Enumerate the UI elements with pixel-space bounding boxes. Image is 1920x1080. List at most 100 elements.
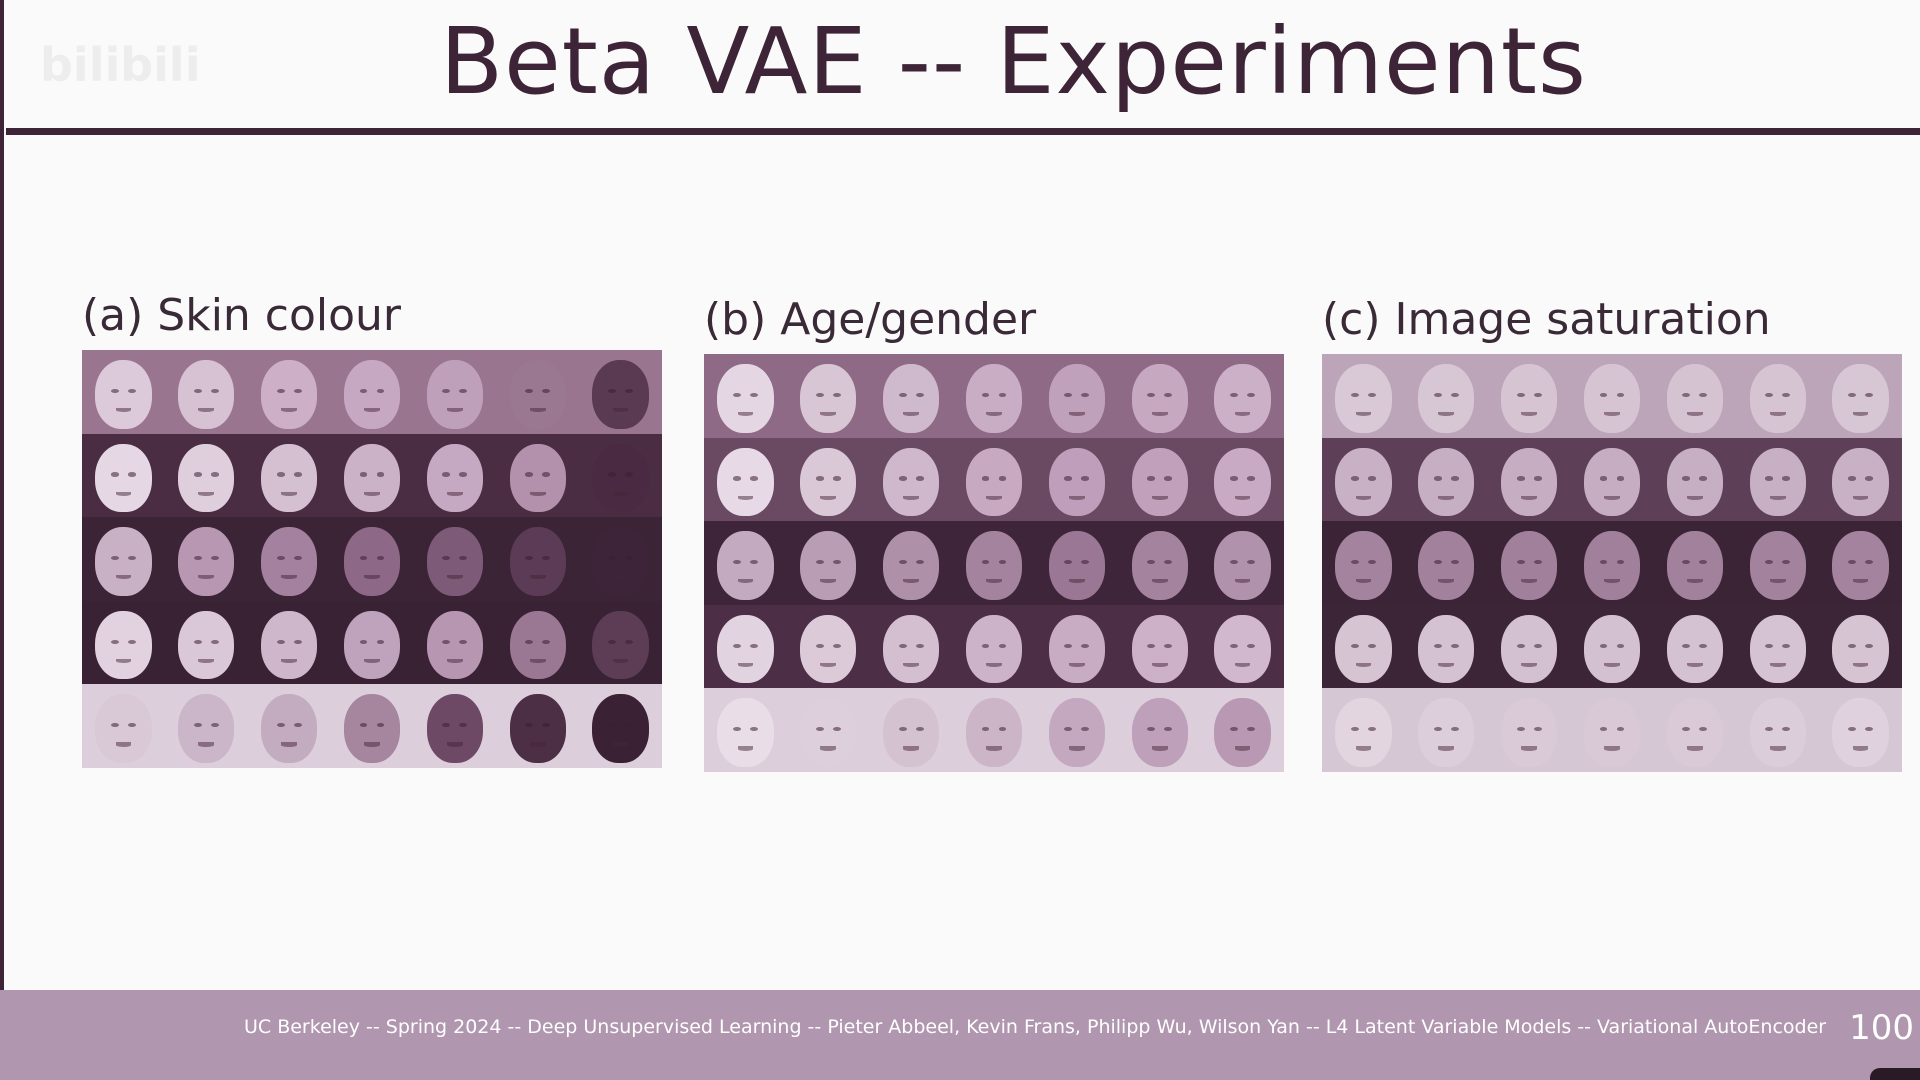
face-eye	[459, 388, 468, 393]
face-shape	[1500, 364, 1558, 433]
face-eye	[981, 392, 990, 397]
face-shape	[592, 360, 649, 429]
face-eye	[111, 639, 119, 644]
face-thumbnail	[413, 600, 497, 685]
face-shape	[509, 610, 566, 680]
face-eye	[210, 639, 219, 644]
face-mouth	[1521, 579, 1538, 584]
face-eye	[1533, 643, 1542, 648]
face-eye	[525, 556, 534, 561]
face-eye	[359, 388, 368, 393]
face-eye	[1848, 643, 1857, 648]
face-shape	[178, 527, 235, 596]
face-eye	[1865, 476, 1873, 481]
face-mouth	[1438, 495, 1455, 500]
face-mouth	[1769, 662, 1786, 667]
face-thumbnail	[1322, 437, 1405, 522]
page-number: 100	[1849, 1008, 1914, 1048]
face-eye	[459, 639, 468, 644]
panel-label-image-saturation: (c) Image saturation	[1322, 294, 1771, 345]
face-mouth	[737, 412, 754, 417]
face-mouth	[281, 575, 298, 580]
face-eye	[1616, 392, 1625, 397]
face-thumbnail	[1570, 354, 1654, 438]
face-mouth	[198, 742, 215, 747]
face-mouth	[115, 491, 132, 496]
face-shape	[1131, 614, 1188, 684]
face-mouth	[1521, 495, 1538, 500]
face-mouth	[737, 579, 754, 584]
face-mouth	[1604, 495, 1620, 500]
face-shape	[1214, 698, 1271, 767]
face-mouth	[612, 658, 629, 663]
face-thumbnail	[413, 684, 497, 768]
face-thumbnail	[164, 350, 248, 434]
face-eye	[1164, 476, 1173, 481]
face-thumbnail	[164, 600, 248, 685]
face-eye	[1699, 560, 1708, 565]
face-eye	[608, 472, 617, 477]
face-mouth	[820, 495, 837, 500]
face-eye	[1699, 476, 1708, 481]
face-thumbnail	[496, 350, 580, 434]
face-thumbnail	[82, 433, 165, 518]
face-mouth	[903, 495, 920, 500]
face-eye	[542, 639, 551, 644]
face-eye	[542, 723, 551, 728]
face-thumbnail	[82, 350, 165, 434]
face-eye	[832, 560, 841, 565]
face-shape	[1214, 447, 1271, 517]
face-eye	[442, 639, 451, 644]
face-eye	[815, 476, 824, 481]
face-mouth	[1234, 579, 1251, 584]
face-eye	[733, 560, 741, 565]
face-mouth	[1438, 579, 1455, 584]
face-eye	[359, 639, 368, 644]
face-eye	[998, 392, 1007, 397]
face-eye	[193, 472, 202, 477]
face-thumbnail	[1322, 604, 1405, 689]
face-mouth	[446, 658, 463, 663]
face-eye	[442, 388, 451, 393]
face-shape	[882, 447, 940, 517]
face-eye	[749, 560, 758, 565]
face-shape	[965, 614, 1023, 684]
face-thumbnail	[786, 354, 870, 438]
face-eye	[1147, 727, 1156, 732]
face-mouth	[1355, 579, 1372, 584]
face-thumbnail	[1118, 604, 1202, 689]
face-eye	[1230, 392, 1239, 397]
face-mouth	[1769, 746, 1786, 751]
face-eye	[525, 472, 534, 477]
face-eye	[625, 556, 633, 561]
face-shape	[426, 610, 484, 680]
face-thumbnail	[1736, 437, 1820, 522]
face-thumbnail	[82, 517, 165, 601]
face-shape	[426, 360, 484, 429]
face-shape	[1418, 614, 1475, 684]
face-shape	[800, 447, 857, 517]
face-eye	[915, 727, 924, 732]
face-mouth	[529, 742, 546, 747]
face-mouth	[529, 408, 546, 413]
face-eye	[1848, 476, 1857, 481]
face-mouth	[529, 491, 546, 496]
face-eye	[293, 388, 302, 393]
face-mouth	[115, 658, 132, 663]
face-mouth	[1151, 495, 1168, 500]
face-shape	[95, 610, 152, 680]
face-mouth	[1686, 495, 1703, 500]
face-shape	[343, 694, 401, 763]
face-thumbnail	[1653, 437, 1737, 522]
face-eye	[1450, 643, 1459, 648]
face-mouth	[737, 746, 754, 751]
face-thumbnail	[1201, 521, 1284, 605]
face-eye	[111, 472, 119, 477]
face-mouth	[1521, 662, 1538, 667]
face-shape	[1335, 447, 1392, 517]
face-shape	[1214, 531, 1271, 600]
face-shape	[800, 364, 857, 433]
face-thumbnail	[1570, 521, 1654, 605]
face-thumbnail	[1322, 521, 1405, 605]
face-eye	[1147, 560, 1156, 565]
